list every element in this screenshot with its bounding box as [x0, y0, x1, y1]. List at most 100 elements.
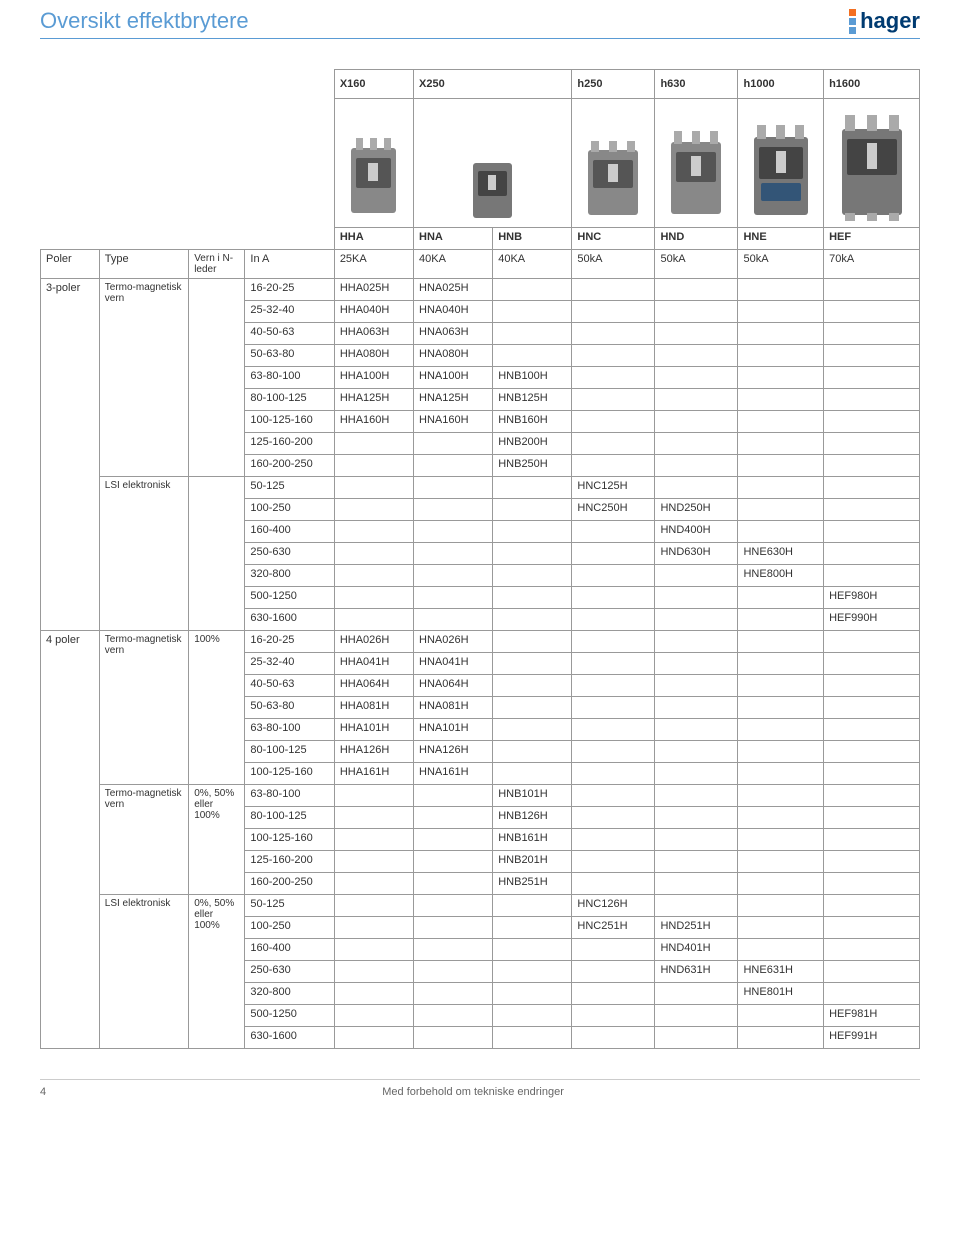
product-code-cell [738, 631, 824, 653]
product-code-cell: HNA081H [414, 697, 493, 719]
product-code-cell: HNA100H [414, 367, 493, 389]
ina-cell: 160-200-250 [245, 873, 334, 895]
product-code-cell [572, 411, 655, 433]
product-code-cell [655, 653, 738, 675]
ina-cell: 40-50-63 [245, 675, 334, 697]
product-image [572, 99, 655, 228]
product-code-cell: HNA161H [414, 763, 493, 785]
product-code-cell [655, 609, 738, 631]
table-row: LSI elektronisk50-125HNC125H [41, 477, 920, 499]
ka-cell: 50kA [655, 250, 738, 279]
product-code-cell [493, 895, 572, 917]
product-code-cell [572, 939, 655, 961]
product-code-cell: HNB101H [493, 785, 572, 807]
product-code-cell [572, 521, 655, 543]
product-code-cell [824, 741, 920, 763]
ina-cell: 63-80-100 [245, 367, 334, 389]
product-code-cell: HNB126H [493, 807, 572, 829]
logo-text: hager [860, 8, 920, 34]
product-code-cell [572, 609, 655, 631]
product-code-cell [824, 983, 920, 1005]
product-code-cell [414, 829, 493, 851]
series-header: HNB [493, 228, 572, 250]
type-cell: Termo-magnetisk vern [99, 279, 188, 477]
col-label-poler: Poler [41, 250, 100, 279]
product-code-cell [655, 873, 738, 895]
product-code-cell: HHA063H [334, 323, 413, 345]
product-code-cell [334, 609, 413, 631]
series-header: HND [655, 228, 738, 250]
product-code-cell [334, 455, 413, 477]
product-code-cell [824, 719, 920, 741]
product-code-cell [824, 565, 920, 587]
product-code-cell [493, 1027, 572, 1049]
product-code-cell [655, 587, 738, 609]
product-code-cell: HHA041H [334, 653, 413, 675]
model-header: h1600 [824, 70, 920, 99]
product-code-cell [655, 807, 738, 829]
product-code-cell [334, 521, 413, 543]
product-code-cell [824, 851, 920, 873]
ina-cell: 125-160-200 [245, 851, 334, 873]
model-header: h630 [655, 70, 738, 99]
product-code-cell [334, 499, 413, 521]
product-code-cell [493, 675, 572, 697]
series-header: HHA [334, 228, 413, 250]
product-code-cell [655, 367, 738, 389]
product-image-row [41, 99, 920, 228]
product-code-cell [655, 895, 738, 917]
model-header: h250 [572, 70, 655, 99]
product-code-cell [738, 367, 824, 389]
product-code-cell [572, 741, 655, 763]
ina-cell: 160-200-250 [245, 455, 334, 477]
product-code-cell: HHA025H [334, 279, 413, 301]
product-code-cell: HNB251H [493, 873, 572, 895]
product-code-cell [572, 279, 655, 301]
ina-cell: 80-100-125 [245, 807, 334, 829]
product-code-cell [414, 873, 493, 895]
product-code-cell [655, 279, 738, 301]
product-code-cell [334, 829, 413, 851]
product-code-cell: HNA160H [414, 411, 493, 433]
product-code-cell [334, 895, 413, 917]
logo: hager [849, 8, 920, 34]
product-code-cell [572, 587, 655, 609]
col-label-ina: In A [245, 250, 334, 279]
product-code-cell: HNC125H [572, 477, 655, 499]
product-code-cell [493, 279, 572, 301]
product-code-cell [334, 1027, 413, 1049]
ina-cell: 40-50-63 [245, 323, 334, 345]
product-code-cell: HNC251H [572, 917, 655, 939]
product-code-cell [738, 807, 824, 829]
product-code-cell [824, 411, 920, 433]
product-code-cell [414, 983, 493, 1005]
page-footer: 4 Med forbehold om tekniske endringer [40, 1079, 920, 1098]
series-header: HNA [414, 228, 493, 250]
col-label-type: Type [99, 250, 188, 279]
product-code-cell [414, 939, 493, 961]
product-code-cell [738, 1027, 824, 1049]
product-code-cell [824, 675, 920, 697]
product-code-cell [414, 1027, 493, 1049]
product-code-cell [824, 917, 920, 939]
poler-cell: 4 poler [41, 631, 100, 1049]
product-code-cell [824, 631, 920, 653]
ina-cell: 320-800 [245, 983, 334, 1005]
product-code-cell: HEF981H [824, 1005, 920, 1027]
product-code-cell: HHA125H [334, 389, 413, 411]
ka-cell: 50kA [738, 250, 824, 279]
product-code-cell: HND401H [655, 939, 738, 961]
product-code-cell [493, 587, 572, 609]
product-code-cell [493, 917, 572, 939]
ina-cell: 100-250 [245, 499, 334, 521]
ina-cell: 50-125 [245, 895, 334, 917]
product-code-cell [572, 1005, 655, 1027]
type-cell: LSI elektronisk [99, 895, 188, 1049]
product-code-cell [572, 829, 655, 851]
product-code-cell [572, 323, 655, 345]
ka-cell: 40KA [414, 250, 493, 279]
product-code-cell [824, 389, 920, 411]
ina-cell: 25-32-40 [245, 653, 334, 675]
vern-cell [189, 477, 245, 631]
product-code-cell [824, 455, 920, 477]
